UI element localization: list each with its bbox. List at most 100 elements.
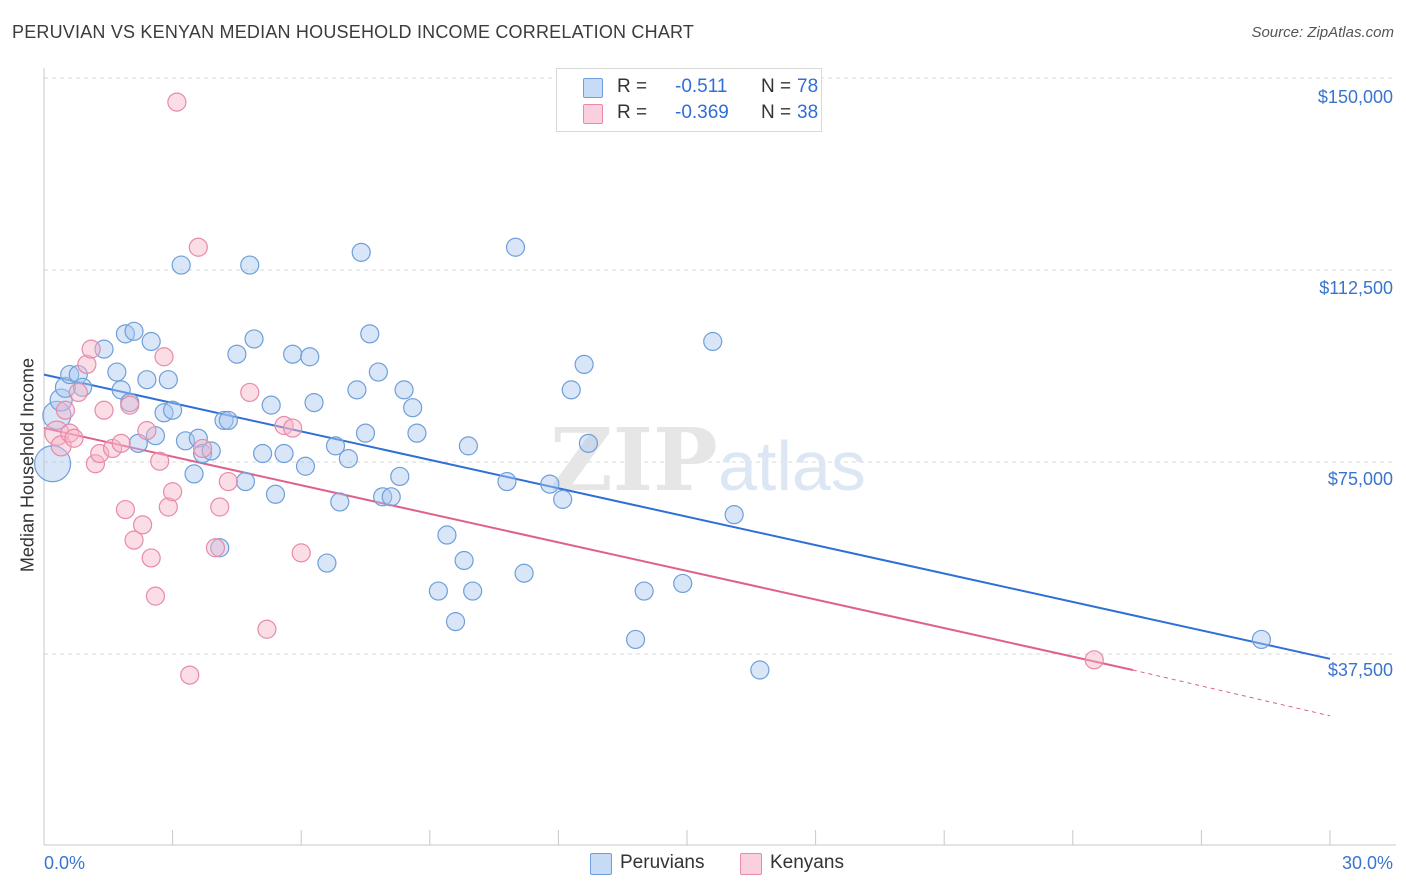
r-value: -0.369 [675,102,729,123]
peruvian-point [724,505,744,525]
y-tick-label: $112,500 [1319,278,1393,298]
watermark-atlas: atlas [718,427,866,505]
peruvian-point [261,395,281,415]
peruvian-point [561,380,581,400]
peruvian-point [158,370,178,390]
n-label: N = [761,76,792,97]
peruvian-point [33,445,72,483]
peruvian-point [381,487,401,507]
kenyan-point [1084,650,1104,670]
peruvian-point [163,400,183,420]
peruvian-point [210,538,230,558]
peruvian-point [437,525,457,545]
watermark: ZIP atlas [550,410,866,511]
kenyan-point [210,497,230,517]
kenyan-point [55,400,76,420]
watermark-zip: ZIP [550,410,718,511]
peruvian-point [330,492,350,512]
peruvian-point [300,347,320,367]
r-label: R = [617,76,648,97]
peruvian-point [274,443,294,464]
peruvian-point [454,550,474,571]
peruvian-point [295,456,316,476]
kenyan-point [193,438,213,459]
peruvian-point [407,423,427,443]
peruvian-point [227,344,247,364]
kenyan-point [188,237,208,257]
kenyan-point [94,400,114,420]
kenyan-point [218,471,238,492]
peruvian-point [304,393,324,413]
x-axis-min-label: 0.0% [44,853,86,873]
kenyan-point [77,354,97,374]
peruvian-point [137,370,157,390]
peruvian-point [54,376,77,398]
kenyan-point [154,347,174,367]
chart-title: PERUVIAN VS KENYAN MEDIAN HOUSEHOLD INCO… [12,22,695,42]
peruvian-point [625,629,646,650]
y-tick-label: $75,000 [1327,469,1393,489]
y-tick-label: $37,500 [1327,660,1393,680]
chart-source: Source: ZipAtlas.com [1251,24,1394,41]
peruvian-swatch [590,853,612,875]
kenyan-point [141,548,161,568]
peruvian-point [578,433,599,453]
kenyan-point [291,543,311,563]
peruvian-point [540,474,560,494]
peruvian-point [265,484,286,504]
kenyan-point [180,665,200,685]
kenyan-point [240,382,260,403]
peruvian-trend-line [43,373,1331,660]
peruvian-point [368,362,388,382]
kenyan-point [150,451,170,471]
kenyan-point [257,619,277,639]
n-value: 78 [797,76,819,97]
r-value: -0.511 [675,76,728,97]
peruvian-point [171,255,191,275]
peruvian-point [253,443,273,464]
peruvian-point [458,436,478,456]
kenyan-point [137,421,157,441]
kenyan-point [68,382,88,403]
peruvian-point [505,237,526,257]
legend-label: Peruvians [620,852,705,873]
kenyan-trend-line [43,427,1134,671]
data-points [33,92,1272,685]
kenyan-point [158,497,178,517]
n-value: 38 [797,102,819,123]
peruvian-point [703,331,723,352]
kenyan-point [205,538,226,558]
peruvian-point [283,344,303,364]
x-axis-max-label: 30.0% [1341,853,1393,873]
peruvian-point [214,410,234,431]
kenyan-point [120,395,140,415]
kenyan-point [167,92,187,112]
peruvian-point [184,464,204,484]
peruvian-point [463,581,483,601]
legend-label: Kenyans [770,852,844,873]
kenyan-swatch [583,104,603,124]
peruvian-point [403,398,423,418]
peruvian-point [355,423,376,443]
y-tick-label: $150,000 [1317,87,1393,107]
peruvian-point [445,612,466,632]
peruvian-point [235,471,256,492]
peruvian-point [574,354,594,374]
peruvian-point [107,362,127,382]
peruvian-point [428,581,448,601]
kenyan-point [85,454,106,474]
peruvian-point [497,471,517,492]
peruvian-point [124,321,144,341]
kenyan-point [64,428,84,448]
peruvian-point [338,449,358,469]
grid-lines [44,77,1396,655]
peruvian-point [42,400,72,430]
peruvian-point [634,581,654,601]
peruvian-point [347,380,367,400]
kenyan-point [124,530,144,550]
peruvian-point [553,489,573,509]
kenyan-point [81,339,101,359]
peruvian-point [1251,629,1272,650]
peruvian-point [188,428,208,448]
